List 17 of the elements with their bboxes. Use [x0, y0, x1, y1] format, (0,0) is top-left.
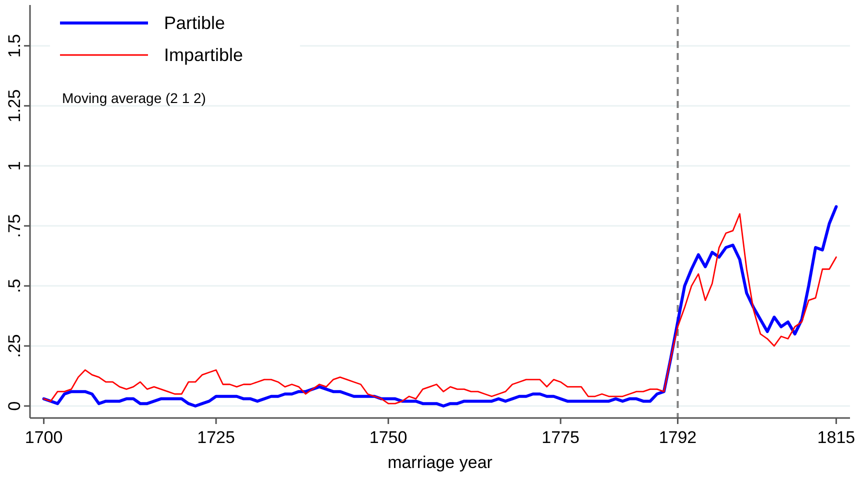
y-tick-label: 1.5 — [5, 34, 24, 58]
legend-label: Impartible — [164, 45, 244, 65]
annotation: Moving average (2 1 2) — [62, 90, 206, 106]
x-tick-label: 1725 — [197, 428, 235, 447]
y-tick-label: .75 — [5, 214, 24, 238]
y-tick-label: .25 — [5, 334, 24, 358]
x-axis-title: marriage year — [388, 453, 493, 472]
x-tick-label: 1775 — [542, 428, 580, 447]
x-tick-label: 1750 — [369, 428, 408, 447]
y-tick-label: 1.25 — [5, 89, 24, 122]
x-tick-label: 1792 — [658, 428, 697, 447]
y-tick-label: .5 — [5, 278, 24, 294]
y-tick-label: 1 — [5, 161, 24, 171]
x-tick-label: 1700 — [24, 428, 63, 447]
legend-label: Partible — [164, 13, 226, 33]
x-tick-label: 1815 — [817, 428, 856, 447]
y-tick-label: 0 — [5, 401, 24, 411]
